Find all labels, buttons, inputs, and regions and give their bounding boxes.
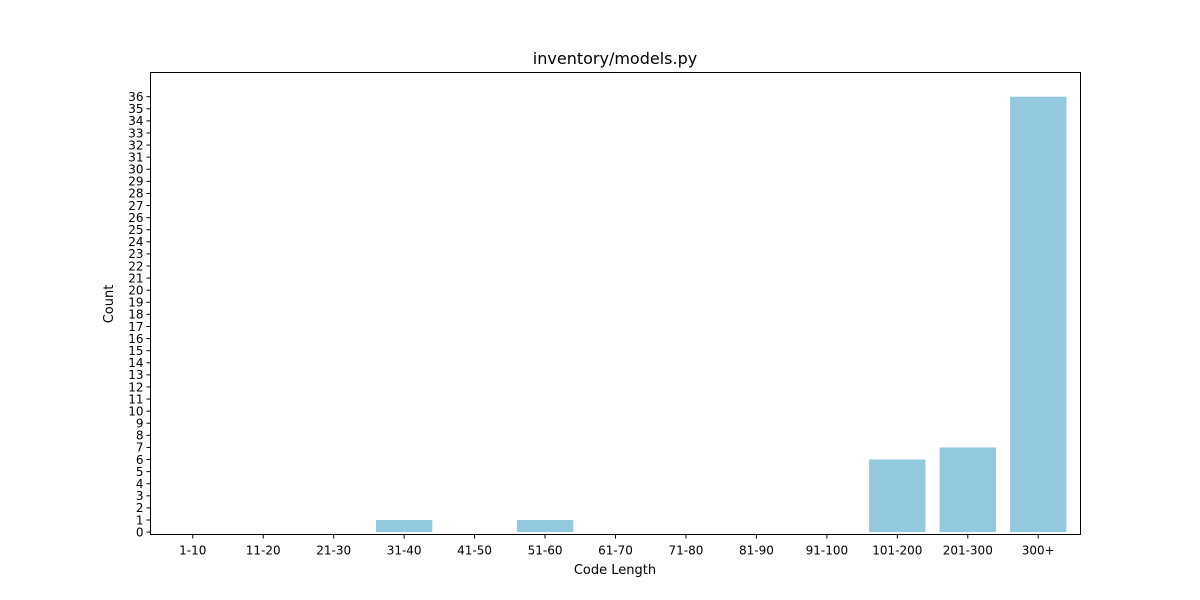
y-axis: 0123456789101112131415161718192021222324… — [128, 90, 151, 539]
x-tick-label: 11-20 — [246, 544, 281, 558]
y-tick-label: 13 — [128, 368, 143, 382]
bar-31-40 — [375, 519, 433, 533]
y-tick-label: 21 — [128, 271, 143, 285]
y-tick-label: 20 — [128, 284, 143, 298]
y-tick-label: 6 — [136, 453, 144, 467]
y-tick-label: 14 — [128, 356, 143, 370]
y-tick-label: 7 — [136, 441, 144, 455]
x-axis: 1-10 11-20 21-30 31-40 41-50 51-60 61-70 71-80 8… — [179, 534, 1055, 558]
y-tick-label: 8 — [136, 429, 144, 443]
y-tick-label: 34 — [128, 114, 143, 128]
y-tick-label: 29 — [128, 175, 143, 189]
y-tick-label: 9 — [136, 417, 144, 431]
x-tick-label: 81-90 — [739, 544, 774, 558]
chart-title: inventory/models.py — [533, 49, 697, 68]
y-tick-label: 26 — [128, 211, 143, 225]
y-tick-label: 11 — [128, 392, 143, 406]
y-tick-label: 0 — [136, 525, 144, 539]
y-tick-label: 25 — [128, 223, 143, 237]
y-tick-label: 2 — [136, 501, 144, 515]
y-tick-label: 33 — [128, 126, 143, 140]
y-tick-label: 10 — [128, 404, 143, 418]
y-tick-label: 28 — [128, 187, 143, 201]
bar-101-200 — [869, 459, 926, 533]
y-tick-label: 3 — [136, 489, 144, 503]
y-tick-label: 18 — [128, 308, 143, 322]
y-tick-label: 16 — [128, 332, 143, 346]
x-tick-label: 41-50 — [457, 544, 492, 558]
y-tick-label: 12 — [128, 380, 143, 394]
x-tick-label: 91-100 — [806, 544, 849, 558]
x-tick-label: 61-70 — [598, 544, 633, 558]
y-tick-label: 5 — [136, 465, 144, 479]
y-tick-label: 17 — [128, 320, 143, 334]
x-tick-label: 300+ — [1022, 544, 1055, 558]
bar-201-300 — [939, 447, 996, 533]
y-tick-label: 4 — [136, 477, 144, 491]
x-tick-label: 31-40 — [387, 544, 422, 558]
y-tick-label: 31 — [128, 150, 143, 164]
y-tick-label: 19 — [128, 296, 143, 310]
x-tick-label: 21-30 — [316, 544, 351, 558]
x-tick-label: 71-80 — [669, 544, 704, 558]
bar-51-60 — [516, 519, 574, 533]
x-tick-label: 201-300 — [943, 544, 993, 558]
bar-300+ — [1010, 96, 1067, 533]
y-tick-label: 35 — [128, 102, 143, 116]
y-tick-label: 22 — [128, 259, 143, 273]
x-tick-label: 101-200 — [872, 544, 922, 558]
y-tick-label: 1 — [136, 513, 144, 527]
y-tick-label: 15 — [128, 344, 143, 358]
y-tick-label: 36 — [128, 90, 143, 104]
y-tick-label: 32 — [128, 138, 143, 152]
y-tick-label: 30 — [128, 163, 143, 177]
x-axis-label: Code Length — [574, 563, 656, 578]
y-tick-label: 24 — [128, 235, 143, 249]
y-axis-label: Count — [102, 285, 117, 324]
y-tick-label: 27 — [128, 199, 143, 213]
bars-layer — [375, 96, 1067, 533]
y-tick-label: 23 — [128, 247, 143, 261]
x-tick-label: 51-60 — [528, 544, 563, 558]
x-tick-label: 1-10 — [179, 544, 206, 558]
